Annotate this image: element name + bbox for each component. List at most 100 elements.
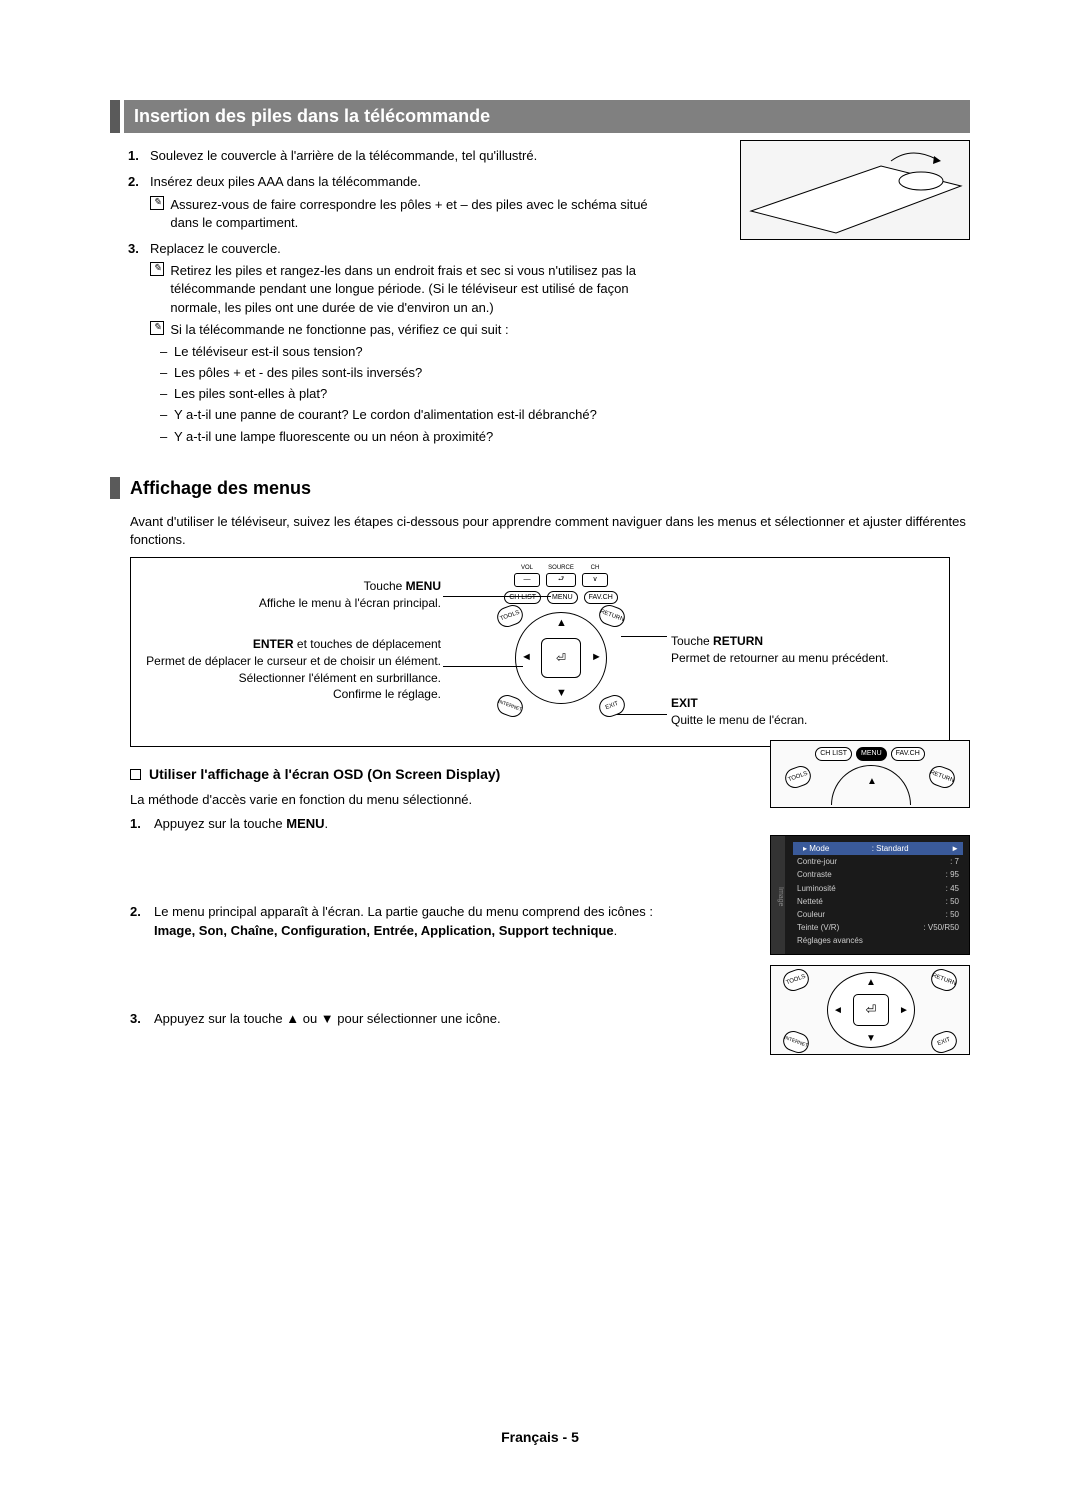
mini-return: RETURN [926,763,957,791]
osd-step-2: 2. Le menu principal apparaît à l'écran.… [154,903,754,939]
osd-k: Couleur [797,909,825,920]
btn-source: ⮐ [546,573,576,587]
osd-row-hl: ▸ Mode : Standard ► [793,842,963,855]
remote-mid-row: CH LIST MENU FAV.CH [461,591,661,605]
label-bold: ENTER [253,637,294,651]
osd-k: Réglages avancés [797,935,863,946]
note-row: ✎ Si la télécommande ne fonctionne pas, … [150,321,650,339]
step-num: 1. [128,147,139,165]
remote-center: VOL— SOURCE⮐ CH∨ CH LIST MENU FAV.CH TOO… [461,564,661,742]
arrow-left-icon: ◄ [521,650,532,665]
step-num: 3. [130,1010,141,1028]
heading-title: Affichage des menus [130,476,311,501]
note-icon: ✎ [150,196,164,210]
osd-row: Luminosité : 45 [793,882,963,895]
heading-accent [110,477,120,499]
osd-row: Netteté: 50 [793,895,963,908]
btn-return: RETURN [596,603,627,631]
btn-exit: EXIT [596,693,627,721]
note-text: Si la télécommande ne fonctionne pas, vé… [170,321,508,339]
label-pre: Touche [364,579,406,593]
note-text: Assurez-vous de faire correspondre les p… [170,196,650,232]
page-footer: Français - 5 [0,1428,1080,1448]
note-icon: ✎ [150,262,164,276]
step-pre: Appuyez sur la touche [154,816,286,831]
label-bold: RETURN [713,634,763,648]
note-text: Retirez les piles et rangez-les dans un … [170,262,650,317]
callout-line [443,666,523,667]
step-pre: Le menu principal apparaît à l'écran. La… [154,904,653,919]
label-bold: MENU [406,579,441,593]
check-item: Le téléviseur est-il sous tension? [174,343,650,361]
label-desc: Affiche le menu à l'écran principal. [259,596,441,610]
btn-enter: ⏎ [541,638,581,678]
step-text: Insérez deux piles AAA dans la télécomma… [150,174,421,189]
osd-k: Mode [809,844,829,853]
arrow-right-icon: ► [591,650,602,665]
illus-osd-menu: Image ▸ Mode : Standard ► Contre-jour : 7… [770,835,970,955]
illus-remote-dpad: TOOLS RETURN ⏎ ▲ ▼ ◄ ► INTERNET EXIT [770,965,970,1055]
subhead-text: Utiliser l'affichage à l'écran OSD (On S… [149,766,500,782]
osd-step-3: 3. Appuyez sur la touche ▲ ou ▼ pour sél… [154,1010,754,1028]
dpad: TOOLS RETURN ▲ ▼ ◄ ► ⏎ INTERNET EXIT [501,608,621,718]
osd-row: Teinte (V/R) : V50/R50 [793,921,963,934]
label-pre: Touche [671,634,713,648]
note-icon: ✎ [150,321,164,335]
mini-exit: EXIT [928,1028,959,1056]
diagram-left-labels: Touche MENU Affiche le menu à l'écran pr… [141,578,441,727]
callout-line [617,714,667,715]
label-desc: Permet de retourner au menu précédent. [671,651,888,665]
osd-v: : 7 [950,856,959,867]
osd-v: : 45 [946,883,959,894]
osd-v: : 95 [946,869,959,880]
osd-row: Couleur: 50 [793,908,963,921]
lbl-ch: CH [582,564,608,572]
label-enter: ENTER et touches de déplacement Permet d… [141,636,441,703]
mini-right-icon: ► [899,1004,909,1018]
check-item: Y a-t-il une panne de courant? Le cordon… [174,406,650,424]
checkbox-icon [130,769,141,780]
diagram-right-labels: Touche RETURN Permet de retourner au men… [671,633,888,756]
osd-k: Contre-jour [797,856,837,867]
note-row: ✎ Retirez les piles et rangez-les dans u… [150,262,650,317]
step-num: 2. [128,173,139,191]
osd-k: Luminosité [797,883,836,894]
step-num: 1. [130,815,141,833]
osd-v: : V50/R50 [923,922,959,933]
heading-plain: Affichage des menus [110,476,970,501]
arrow-up-icon: ▲ [556,616,567,631]
label-bold: EXIT [671,696,698,710]
mini-up-icon: ▲ [866,976,876,990]
mini-favch: FAV.CH [891,747,925,761]
osd-row: Contraste: 95 [793,868,963,881]
btn-favch: FAV.CH [584,591,618,605]
label-line: Sélectionner l'élément en surbrillance. [239,671,441,685]
illus-remote-menu: CH LIST MENU FAV.CH TOOLS RETURN ▲ [770,740,970,808]
step-post: . [614,923,618,938]
mini-chlist: CH LIST [815,747,852,761]
step-num: 2. [130,903,141,921]
step-bold: MENU [286,816,324,831]
step-text: Replacez le couvercle. [150,241,281,256]
mini-return: RETURN [928,966,959,994]
remote-diagram: Touche MENU Affiche le menu à l'écran pr… [130,557,950,747]
step-2: 2. Insérez deux piles AAA dans la téléco… [150,173,650,232]
heading-accent [110,100,120,133]
osd-k: Netteté [797,896,823,907]
btn-vol: — [514,573,540,587]
label-menu: Touche MENU Affiche le menu à l'écran pr… [141,578,441,612]
step-3: 3. Replacez le couvercle. ✎ Retirez les … [150,240,650,446]
heading-title: Insertion des piles dans la télécommande [124,100,970,133]
check-item: Les pôles + et - des piles sont-ils inve… [174,364,650,382]
callout-line [621,636,667,637]
btn-chlist: CH LIST [504,591,541,605]
step-1: 1. Soulevez le couvercle à l'arrière de … [150,147,650,165]
step-bold: Image, Son, Chaîne, Configuration, Entré… [154,923,614,938]
osd-side-label: Image [771,836,785,954]
section-intro: Avant d'utiliser le téléviseur, suivez l… [130,513,970,549]
mini-down-icon: ▼ [866,1032,876,1046]
osd-menu-body: ▸ Mode : Standard ► Contre-jour : 7 Contr… [793,842,963,948]
osd-k: Teinte (V/R) [797,922,839,933]
checklist: Le téléviseur est-il sous tension? Les p… [150,343,650,446]
lbl-vol: VOL [514,564,540,572]
